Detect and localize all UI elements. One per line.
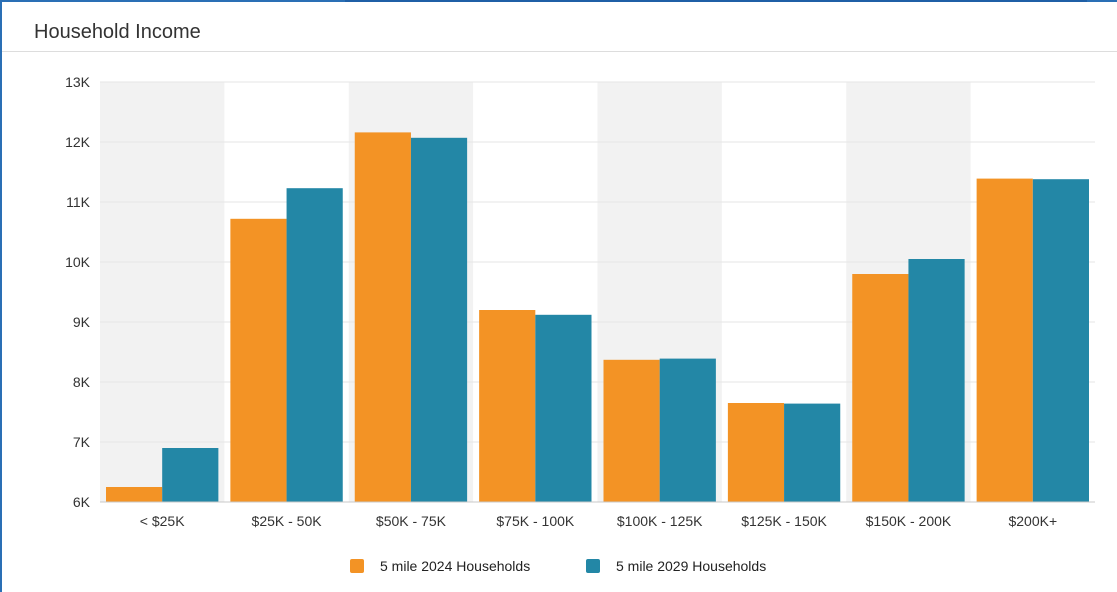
y-tick-label: 11K [66, 194, 91, 210]
x-tick-label: $75K - 100K [496, 513, 574, 529]
bar[interactable] [976, 178, 1033, 502]
bar[interactable] [1032, 179, 1089, 502]
legend-label[interactable]: 5 mile 2029 Households [616, 558, 766, 574]
x-tick-label: $125K - 150K [741, 513, 827, 529]
panel-header: Household Income [2, 2, 1117, 52]
y-tick-label: 8K [73, 374, 91, 390]
x-tick-label: $25K - 50K [252, 513, 323, 529]
x-tick-label: < $25K [140, 513, 185, 529]
top-accent-bar [345, 0, 1087, 3]
bar[interactable] [659, 358, 716, 502]
legend-swatch[interactable] [350, 559, 364, 573]
bar[interactable] [535, 314, 592, 502]
y-tick-label: 9K [73, 314, 91, 330]
legend-label[interactable]: 5 mile 2024 Households [380, 558, 530, 574]
bar[interactable] [410, 137, 468, 503]
bar[interactable] [286, 188, 343, 502]
panel-title: Household Income [34, 21, 201, 43]
x-tick-label: $200K+ [1008, 513, 1057, 529]
bar[interactable] [784, 403, 841, 502]
bar[interactable] [230, 218, 287, 503]
bar[interactable] [106, 487, 163, 502]
y-axis-ticks: 6K 7K 8K 9K 10K 11K 12K 13K [65, 74, 91, 510]
bar[interactable] [908, 259, 965, 502]
x-axis-ticks: < $25K $25K - 50K $50K - 75K $75K - 100K $10… [140, 513, 1057, 529]
y-tick-label: 6K [73, 494, 91, 510]
bar[interactable] [354, 132, 411, 502]
category-band [100, 82, 225, 502]
bars [106, 132, 1089, 503]
bar[interactable] [727, 403, 785, 502]
x-tick-label: $150K - 200K [866, 513, 952, 529]
legend-swatch[interactable] [586, 559, 600, 573]
x-tick-label: $100K - 125K [617, 513, 703, 529]
bar[interactable] [479, 310, 536, 502]
y-tick-label: 10K [65, 254, 91, 270]
bar[interactable] [603, 359, 660, 502]
legend: 5 mile 2024 Households 5 mile 2029 Househ… [350, 558, 766, 574]
bar[interactable] [852, 274, 909, 502]
x-tick-label: $50K - 75K [376, 513, 447, 529]
y-tick-label: 7K [73, 434, 91, 450]
y-tick-label: 13K [65, 74, 91, 90]
bar[interactable] [162, 448, 219, 502]
y-tick-label: 12K [65, 134, 91, 150]
